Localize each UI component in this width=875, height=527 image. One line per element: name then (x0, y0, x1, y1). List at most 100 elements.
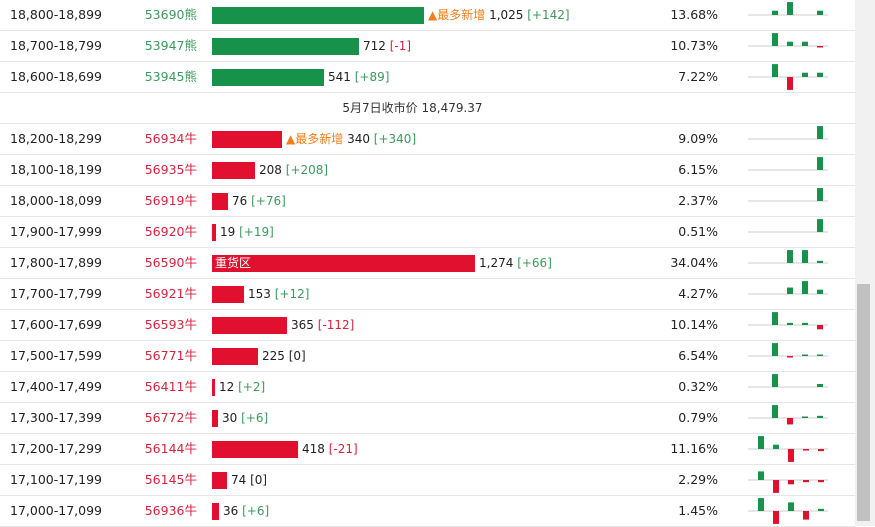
trend-sparkline (748, 281, 828, 295)
sparkline-bar (817, 383, 823, 387)
volume-bar-cell: 12 [+2] (212, 372, 672, 402)
trend-sparkline (748, 2, 828, 16)
table-row[interactable]: 17,600-17,699 56593牛 365 [-112] 10.14% (0, 310, 855, 341)
sparkline-bar (818, 449, 824, 452)
warrant-code[interactable]: 56920牛 (144, 224, 197, 239)
volume-bar-cell: 418 [-21] (212, 434, 672, 464)
warrant-code[interactable]: 53945熊 (144, 69, 197, 84)
volume-bar (212, 131, 282, 148)
price-range: 17,600-17,699 (10, 317, 102, 332)
sparkline-bar (772, 374, 778, 387)
percentage: 0.32% (678, 379, 718, 394)
table-row[interactable]: 17,200-17,299 56144牛 418 [-21] 11.16% (0, 434, 855, 465)
table-row[interactable]: 17,100-17,199 56145牛 74 [0] 2.29% (0, 465, 855, 496)
table-row[interactable]: 18,000-18,099 56919牛 76 [+76] 2.37% (0, 186, 855, 217)
trend-sparkline (748, 157, 828, 171)
warrant-code[interactable]: 56921牛 (144, 286, 197, 301)
table-row[interactable]: 18,700-18,799 53947熊 712 [-1] 10.73% (0, 31, 855, 62)
volume-change: [0] (288, 349, 306, 363)
percentage: 11.16% (670, 441, 718, 456)
table-row[interactable]: 17,500-17,599 56771牛 225 [0] 6.54% (0, 341, 855, 372)
volume-value: 1,025 (489, 8, 524, 22)
table-row[interactable]: 17,300-17,399 56772牛 30 [+6] 0.79% (0, 403, 855, 434)
warrant-code[interactable]: 56411牛 (144, 379, 197, 394)
table-row[interactable]: 17,900-17,999 56920牛 19 [+19] 0.51% (0, 217, 855, 248)
warrant-code[interactable]: 56772牛 (144, 410, 197, 425)
volume-bar (212, 69, 324, 86)
volume-bar-cell: ▲最多新增 340 [+340] (212, 124, 672, 154)
sparkline-bar (788, 480, 794, 485)
warrant-code[interactable]: 53947熊 (144, 38, 197, 53)
sparkline-bar (787, 356, 793, 358)
table-row[interactable]: 17,000-17,099 56936牛 36 [+6] 1.45% (0, 496, 855, 527)
heavy-zone-label: 重货区 (215, 256, 252, 270)
volume-value: 712 (363, 39, 386, 53)
sparkline-bar (788, 502, 794, 511)
warrant-code[interactable]: 56935牛 (144, 162, 197, 177)
sparkline-bar (772, 10, 778, 15)
sparkline-bar (802, 354, 808, 356)
table-row[interactable]: 18,800-18,899 53690熊 ▲最多新增 1,025 [+142] 13.… (0, 0, 855, 31)
volume-change: [+6] (241, 411, 269, 425)
sparkline-bar (758, 471, 764, 480)
warrant-code[interactable]: 56593牛 (144, 317, 197, 332)
sparkline-bar (817, 219, 823, 232)
warrant-code[interactable]: 56771牛 (144, 348, 197, 363)
volume-change: [-21] (328, 442, 358, 456)
table-row[interactable]: 18,600-18,699 53945熊 541 [+89] 7.22% (0, 62, 855, 93)
volume-change: [+76] (251, 194, 286, 208)
close-price-separator: 5月7日收市价 18,479.37 (0, 93, 855, 124)
volume-value: 541 (328, 70, 351, 84)
warrant-code[interactable]: 56936牛 (144, 503, 197, 518)
volume-info: 36 [+6] (223, 496, 269, 526)
sparkline-bar (772, 64, 778, 77)
volume-bar (212, 193, 228, 210)
volume-bar-cell: 225 [0] (212, 341, 672, 371)
sparkline-bar (802, 322, 808, 325)
sparkline-bar (817, 126, 823, 139)
sparkline-bar (818, 508, 824, 511)
warrant-code[interactable]: 56919牛 (144, 193, 197, 208)
price-range: 17,300-17,399 (10, 410, 102, 425)
sparkline-bar (817, 157, 823, 170)
warrant-code[interactable]: 53690熊 (144, 7, 197, 22)
warrant-code[interactable]: 56145牛 (144, 472, 197, 487)
sparkline-bar (802, 72, 808, 77)
price-range: 18,600-18,699 (10, 69, 102, 84)
volume-change: [+19] (239, 225, 274, 239)
sparkline-bar (817, 325, 823, 330)
volume-value: 225 (262, 349, 285, 363)
price-range: 18,100-18,199 (10, 162, 102, 177)
volume-value: 74 (231, 473, 247, 487)
volume-bar-cell: 74 [0] (212, 465, 672, 495)
table-row[interactable]: 17,800-17,899 56590牛 重货区 1,274 [+66] 34.04% (0, 248, 855, 279)
sparkline-bar (818, 480, 824, 483)
sparkline-bar (802, 281, 808, 294)
volume-bar (212, 224, 216, 241)
bull-bear-table: 18,800-18,899 53690熊 ▲最多新增 1,025 [+142] 13.… (0, 0, 855, 527)
table-row[interactable]: 17,700-17,799 56921牛 153 [+12] 4.27% (0, 279, 855, 310)
table-row[interactable]: 18,100-18,199 56935牛 208 [+208] 6.15% (0, 155, 855, 186)
sparkline-bar (803, 480, 809, 483)
sparkline-bar (802, 41, 808, 46)
warrant-code[interactable]: 56934牛 (144, 131, 197, 146)
price-range: 17,500-17,599 (10, 348, 102, 363)
volume-value: 19 (220, 225, 236, 239)
scrollbar-thumb[interactable] (857, 284, 870, 521)
volume-info: 225 [0] (262, 341, 306, 371)
percentage: 9.09% (678, 131, 718, 146)
sparkline-bar (773, 511, 779, 524)
warrant-code[interactable]: 56590牛 (144, 255, 197, 270)
volume-bar (212, 286, 244, 303)
trend-sparkline (748, 312, 828, 330)
warrant-code[interactable]: 56144牛 (144, 441, 197, 456)
table-row[interactable]: 18,200-18,299 56934牛 ▲最多新增 340 [+340] 9.09% (0, 124, 855, 155)
sparkline-bar (817, 354, 823, 356)
sparkline-bar (788, 449, 794, 462)
price-range: 17,800-17,899 (10, 255, 102, 270)
sparkline-bar (758, 498, 764, 511)
volume-bar-cell: 712 [-1] (212, 31, 672, 61)
volume-change: [+208] (285, 163, 329, 177)
table-row[interactable]: 17,400-17,499 56411牛 12 [+2] 0.32% (0, 372, 855, 403)
volume-change: [+6] (242, 504, 270, 518)
